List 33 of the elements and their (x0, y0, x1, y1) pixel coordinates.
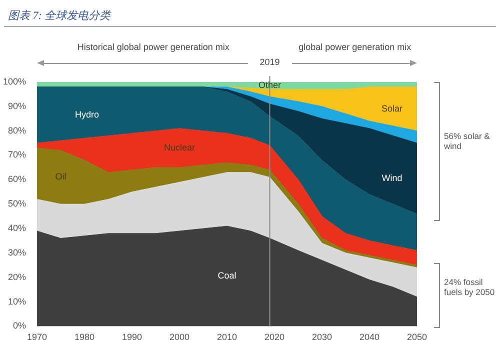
x-tick-label: 2020 (264, 332, 285, 342)
text: global power generation mix (298, 42, 412, 52)
series-label: Other (258, 80, 282, 90)
y-tick-label: 20% (8, 272, 26, 282)
y-tick-label: 40% (8, 223, 26, 234)
series-label: Hydro (75, 109, 100, 120)
x-tick-label: 2000 (169, 332, 190, 342)
y-tick-label: 100% (2, 76, 26, 86)
text: Historical global power generation mix (76, 42, 230, 52)
x-tick-label: 1970 (27, 332, 48, 342)
series-label: Oil (55, 172, 66, 182)
x-tick-label: 1990 (122, 332, 142, 342)
x-tick-label: 2050 (406, 332, 428, 342)
x-tick-label: 2030 (312, 332, 332, 342)
series-label: Wind (382, 172, 402, 183)
x-tick-label: 1980 (74, 332, 95, 342)
y-tick-label: 30% (8, 247, 26, 258)
y-tick-label: 60% (8, 174, 26, 184)
y-tick-label: 10% (8, 296, 26, 306)
y-tick-label: 70% (8, 150, 26, 160)
series-label: Nuclear (164, 142, 196, 152)
chart-title: 图表 7: 全球发电分类 (8, 9, 111, 23)
y-tick-label: 90% (8, 100, 26, 111)
series-label: Coal (218, 270, 236, 281)
x-tick-label: 2010 (216, 332, 238, 342)
text: 24% fossil fuels by 2050 (444, 277, 496, 298)
series-label: Solar (381, 103, 402, 114)
y-tick-label: 80% (8, 125, 26, 136)
y-tick-label: 50% (8, 198, 26, 209)
text: 56% solar & wind (444, 130, 491, 151)
ref-line-label: 2019 (258, 57, 281, 67)
y-tick-label: 0% (13, 320, 26, 331)
x-tick-label: 2040 (359, 332, 380, 342)
